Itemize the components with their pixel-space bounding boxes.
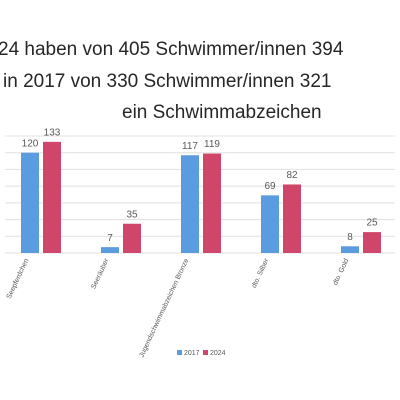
- value-label: 82: [286, 170, 298, 181]
- x-tick-label: Seeräuber: [90, 257, 110, 290]
- x-tick-label: dto. Silber: [251, 257, 271, 289]
- bar: [363, 232, 381, 253]
- title-line: 24 haben von 405 Schwimmer/innen 394: [0, 39, 344, 60]
- value-label: 120: [22, 138, 39, 149]
- title-line: in 2017 von 330 Schwimmer/innen 321: [3, 71, 331, 92]
- value-label: 117: [182, 141, 198, 152]
- bar: [341, 246, 359, 253]
- bar: [101, 247, 119, 253]
- legend-swatch: [177, 350, 182, 355]
- bar: [21, 152, 39, 253]
- value-label: 8: [347, 232, 353, 243]
- bar: [181, 155, 199, 253]
- value-label: 25: [366, 218, 378, 229]
- legend-label: 2017: [184, 350, 200, 357]
- legend-label: 2024: [210, 350, 226, 357]
- value-label: 133: [44, 127, 61, 138]
- value-label: 119: [204, 139, 220, 150]
- bar: [203, 153, 221, 253]
- bar: [261, 195, 279, 253]
- value-label: 35: [126, 209, 138, 220]
- value-label: 7: [107, 233, 113, 244]
- bar: [283, 184, 301, 253]
- bar: [43, 141, 61, 253]
- x-tick-label: dto. Gold: [332, 258, 350, 287]
- value-label: 69: [264, 181, 276, 192]
- x-tick-label: Jugendschwimmabzeichen Bronze: [138, 258, 190, 359]
- bar: [123, 223, 141, 253]
- legend-swatch: [203, 350, 208, 355]
- x-tick-label: Seepferdchen: [6, 258, 31, 301]
- title-line: ein Schwimmabzeichen: [122, 102, 322, 123]
